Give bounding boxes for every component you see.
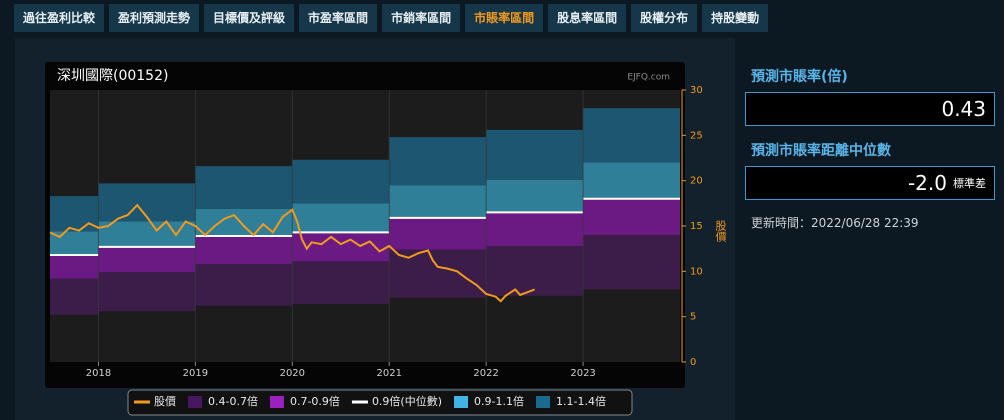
pb-value: 0.43: [941, 97, 986, 121]
legend-label: 0.9倍(中位數): [372, 394, 442, 408]
band-segment: [486, 212, 584, 246]
band-segment: [98, 183, 196, 222]
legend-swatch: [535, 396, 550, 408]
source: EJFQ.com: [627, 73, 670, 83]
tab-bar: 過往盈利比較 盈利預測走勢 目標價及評級 市盈率區間 市銷率區間 市賬率區間 股息率區間 股權…: [14, 4, 769, 32]
legend-swatch: [269, 396, 284, 408]
band-segment: [583, 235, 680, 290]
tab[interactable]: 目標價及評級: [204, 4, 295, 32]
band-segment: [50, 231, 99, 256]
band-segment: [98, 246, 196, 273]
x-tick-label: 2019: [183, 368, 208, 379]
band-segment: [292, 261, 390, 304]
dist-value: -2.0: [907, 171, 947, 195]
band-segment: [389, 217, 487, 250]
band-segment: [50, 196, 99, 232]
band-segment: [195, 166, 293, 209]
side-panel: 預測市賬率(倍) 0.43 預測市賬率距離中位數 -2.0 標準差 更新時間：20…: [745, 62, 995, 231]
band-segment: [292, 159, 390, 204]
y-tick-label: 25: [690, 130, 703, 141]
price-line: [49, 203, 535, 303]
x-tick-label: 2023: [570, 368, 595, 379]
y-tick-label: 10: [690, 266, 703, 277]
pb-box: 0.43: [745, 92, 995, 126]
update-time: 更新時間：2022/06/28 22:39: [751, 216, 919, 230]
band-segment: [195, 235, 293, 265]
x-tick-label: 2021: [377, 368, 402, 379]
band-segment: [98, 272, 196, 312]
tab[interactable]: 過往盈利比較: [14, 4, 105, 32]
band-segment: [195, 264, 293, 306]
band-segment: [292, 203, 390, 233]
tab[interactable]: 持股變動: [702, 4, 769, 32]
tab[interactable]: 股權分布: [631, 4, 698, 32]
band-segment: [389, 137, 487, 186]
dist-label: 預測市賬率距離中位數: [751, 143, 891, 159]
tab[interactable]: 盈利預測走勢: [109, 4, 200, 32]
band-segment: [389, 185, 487, 218]
band-segment: [98, 221, 196, 247]
band-segment: [583, 198, 680, 236]
y-tick-label: 30: [690, 85, 703, 96]
tab[interactable]: 市銷率區間: [382, 4, 461, 32]
y-tick-label: 5: [690, 312, 696, 323]
band-segment: [50, 278, 99, 315]
band-segment: [486, 129, 584, 180]
legend-label: 1.1-1.4倍: [556, 394, 606, 408]
y-tick-label: 15: [690, 221, 703, 232]
legend-label: 0.7-0.9倍: [290, 394, 340, 408]
band-segment: [50, 255, 99, 279]
band-segment: [583, 162, 680, 199]
legend-label: 股價: [154, 394, 176, 408]
legend-box: [127, 389, 633, 416]
band-segment: [583, 108, 680, 163]
tab[interactable]: 股息率區間: [548, 4, 627, 32]
dist-unit: 標準差: [953, 177, 986, 190]
legend-swatch: [454, 396, 469, 408]
x-tick-label: 2018: [86, 368, 111, 379]
y-tick-label: 20: [690, 176, 703, 187]
legend-label: 0.4-0.7倍: [208, 394, 258, 408]
pb-label: 預測市賬率(倍): [751, 69, 848, 85]
chart-area: 深圳國際(00152) EJFQ.com 股價 股價 0.4-0.7倍 0.7-0.…: [45, 62, 727, 416]
tab[interactable]: 市賬率區間: [465, 4, 544, 32]
x-tick-label: 2022: [473, 368, 498, 379]
tab[interactable]: 市盈率區間: [299, 4, 378, 32]
y-tick-label: 0: [690, 357, 696, 368]
dist-box: -2.0 標準差: [745, 166, 995, 200]
band-segment: [486, 245, 584, 296]
band-segment: [195, 208, 293, 236]
y-axis-label: 股價: [714, 220, 727, 243]
chart-title: 深圳國際(00152): [57, 68, 168, 84]
legend-label: 0.9-1.1倍: [474, 394, 524, 408]
x-tick-label: 2020: [280, 368, 305, 379]
legend-swatch: [188, 396, 202, 408]
band-segment: [486, 179, 584, 213]
